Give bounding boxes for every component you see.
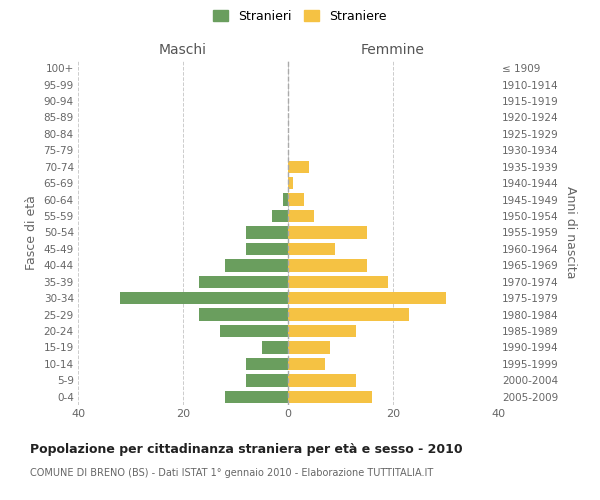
Bar — [246, 243, 288, 255]
Bar — [288, 243, 335, 255]
Bar — [288, 358, 325, 370]
Bar — [225, 390, 288, 403]
Bar — [225, 259, 288, 272]
Text: Femmine: Femmine — [361, 42, 425, 56]
Bar — [288, 160, 309, 173]
Bar — [199, 276, 288, 288]
Bar — [288, 390, 372, 403]
Bar — [262, 342, 288, 353]
Bar — [246, 374, 288, 386]
Bar — [283, 194, 288, 206]
Bar — [246, 226, 288, 238]
Bar — [288, 259, 367, 272]
Bar — [220, 325, 288, 337]
Bar — [288, 276, 388, 288]
Legend: Stranieri, Straniere: Stranieri, Straniere — [209, 6, 391, 26]
Y-axis label: Anni di nascita: Anni di nascita — [565, 186, 577, 279]
Text: Popolazione per cittadinanza straniera per età e sesso - 2010: Popolazione per cittadinanza straniera p… — [30, 442, 463, 456]
Bar — [288, 194, 304, 206]
Y-axis label: Fasce di età: Fasce di età — [25, 195, 38, 270]
Bar — [246, 358, 288, 370]
Bar — [288, 342, 330, 353]
Bar — [288, 308, 409, 321]
Bar — [288, 210, 314, 222]
Bar — [272, 210, 288, 222]
Bar — [288, 292, 445, 304]
Bar — [288, 177, 293, 190]
Bar — [120, 292, 288, 304]
Bar — [288, 226, 367, 238]
Text: Maschi: Maschi — [159, 42, 207, 56]
Bar — [288, 374, 356, 386]
Text: COMUNE DI BRENO (BS) - Dati ISTAT 1° gennaio 2010 - Elaborazione TUTTITALIA.IT: COMUNE DI BRENO (BS) - Dati ISTAT 1° gen… — [30, 468, 433, 477]
Bar — [288, 325, 356, 337]
Bar — [199, 308, 288, 321]
